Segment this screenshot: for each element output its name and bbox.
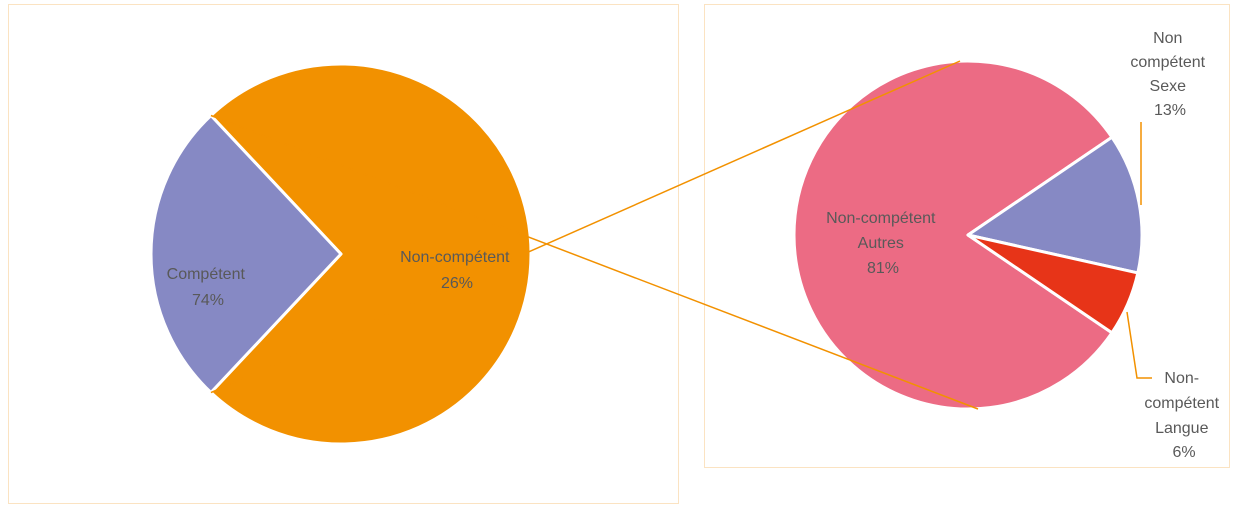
connector-line-top (210, 60, 961, 394)
pie-slice-non-competent-langue (966, 233, 1140, 335)
leader-line-langue (1126, 311, 1152, 379)
label-non-competent-langue: Non- compétent Langue 6% (1144, 370, 1223, 461)
pie-slice-competent (209, 62, 533, 446)
label-non-competent-sexe: Non compétent Sexe 13% (1130, 30, 1209, 119)
main-pie (149, 62, 533, 446)
label-non-competent: Non-compétent 26% (400, 249, 514, 292)
label-competent: Compétent 74% (167, 266, 250, 309)
sub-pie (792, 59, 1144, 411)
pie-slice-non-competent (149, 114, 343, 394)
pie-slice-non-competent-autres (792, 59, 1114, 411)
connector-line-bottom (210, 114, 979, 410)
pie-slice-non-competent-sexe (966, 135, 1144, 275)
label-non-competent-autres: Non-compétent Autres 81% (826, 210, 940, 277)
